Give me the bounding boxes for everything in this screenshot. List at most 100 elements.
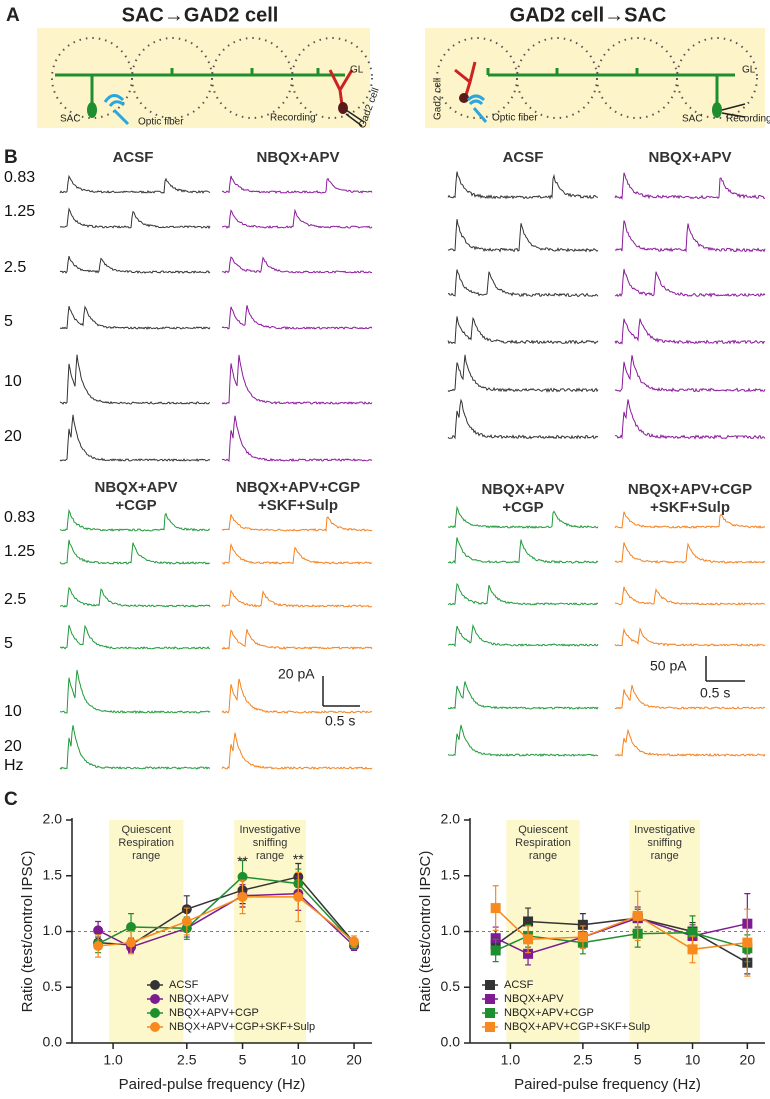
y-tick-label: 1.5 bbox=[43, 866, 63, 882]
condition-label: NBQX+APV bbox=[649, 149, 732, 166]
trace bbox=[221, 354, 373, 405]
data-point bbox=[632, 910, 643, 921]
legend-label: NBQX+APV+CGP+SKF+Sulp bbox=[169, 1021, 315, 1033]
trace bbox=[614, 268, 766, 298]
trace bbox=[614, 542, 766, 564]
x-tick-label: 1.0 bbox=[103, 1052, 123, 1068]
trace bbox=[614, 220, 766, 253]
annotation: ** bbox=[293, 851, 304, 867]
data-point bbox=[93, 925, 104, 936]
row-label: 20 bbox=[4, 738, 22, 755]
data-point bbox=[293, 891, 304, 902]
trace bbox=[447, 219, 599, 253]
legend-label: NBQX+APV+CGP bbox=[504, 1007, 594, 1019]
band-label: Respiration bbox=[515, 837, 571, 849]
data-point bbox=[742, 937, 753, 948]
row-label: 10 bbox=[4, 373, 22, 390]
trace bbox=[614, 172, 766, 200]
trace bbox=[614, 399, 766, 440]
legend-label: NBQX+APV+CGP+SKF+Sulp bbox=[504, 1021, 650, 1033]
trace bbox=[59, 174, 211, 194]
legend-marker bbox=[150, 994, 160, 1004]
data-point bbox=[490, 933, 501, 944]
band-label: Investigative bbox=[239, 824, 300, 836]
scale-bar bbox=[322, 656, 745, 707]
data-point bbox=[237, 891, 248, 902]
schematic-label: Gad2 cell bbox=[433, 78, 444, 120]
trace bbox=[447, 724, 599, 758]
data-point bbox=[577, 932, 588, 943]
x-axis-label: Paired-pulse frequency (Hz) bbox=[119, 1076, 306, 1093]
trace bbox=[221, 542, 373, 565]
data-point bbox=[523, 948, 534, 959]
row-label: 2.5 bbox=[4, 591, 26, 608]
y-tick-label: 1.5 bbox=[441, 866, 461, 882]
trace bbox=[221, 208, 373, 229]
panel-letter: B bbox=[4, 147, 18, 168]
row-label: 0.83 bbox=[4, 169, 35, 186]
band-label: range bbox=[132, 850, 160, 862]
row-label: 5 bbox=[4, 635, 13, 652]
trace bbox=[59, 508, 210, 532]
x-tick-label: 20 bbox=[740, 1052, 756, 1068]
panel-letter: A bbox=[6, 5, 20, 26]
traces: 0.83 1.25 2.5 5 10 20 0.83 1.25 2.5 5 10 20 Hz bbox=[4, 169, 766, 774]
y-tick-label: 0.0 bbox=[43, 1034, 63, 1050]
row-label: 20 bbox=[4, 428, 22, 445]
trace bbox=[59, 669, 211, 715]
row-label: Hz bbox=[4, 757, 24, 774]
condition-label: NBQX+APV bbox=[482, 481, 565, 498]
trace bbox=[59, 539, 211, 565]
row-label: 1.25 bbox=[4, 203, 35, 220]
data-point bbox=[490, 945, 501, 956]
band-label: Quiescent bbox=[518, 824, 568, 836]
legend-marker bbox=[485, 1008, 495, 1018]
row-label: 2.5 bbox=[4, 259, 26, 276]
x-tick-label: 20 bbox=[346, 1052, 362, 1068]
trace bbox=[221, 514, 373, 532]
y-tick-label: 1.0 bbox=[43, 922, 63, 938]
trace bbox=[447, 398, 599, 440]
trace bbox=[59, 207, 211, 230]
trace bbox=[221, 589, 373, 608]
data-point bbox=[181, 916, 192, 927]
series-line bbox=[97, 892, 355, 948]
trace bbox=[59, 725, 211, 770]
legend-marker bbox=[150, 1022, 160, 1032]
condition-label: NBQX+APV bbox=[257, 149, 340, 166]
schematic-label: Optic fiber bbox=[492, 113, 538, 124]
schematic-label: GL bbox=[350, 65, 364, 76]
schematic-label: SAC bbox=[682, 114, 703, 125]
data-point bbox=[126, 937, 137, 948]
trace bbox=[447, 316, 599, 345]
row-label: 10 bbox=[4, 703, 22, 720]
trace bbox=[447, 354, 599, 393]
trace bbox=[614, 355, 766, 393]
condition-label: NBQX+APV bbox=[95, 479, 178, 496]
y-tick-label: 0.5 bbox=[43, 978, 63, 994]
condition-label: NBQX+APV+CGP bbox=[628, 481, 752, 498]
legend-marker bbox=[485, 994, 495, 1004]
legend-marker bbox=[485, 1022, 495, 1032]
series-line bbox=[495, 917, 748, 955]
trace bbox=[59, 586, 211, 608]
legend-marker bbox=[150, 980, 160, 990]
condition-label: ACSF bbox=[503, 149, 544, 166]
trace bbox=[447, 171, 599, 200]
schematic: GL Gad2 cell Optic fiber SAC Recording bbox=[425, 28, 770, 128]
trace bbox=[447, 537, 599, 565]
trace bbox=[221, 305, 373, 330]
trace bbox=[614, 627, 766, 647]
trace bbox=[614, 728, 766, 757]
x-tick-label: 2.5 bbox=[177, 1052, 197, 1068]
row-label: 0.83 bbox=[4, 509, 35, 526]
series-line bbox=[495, 917, 748, 964]
trace bbox=[221, 175, 373, 194]
trace bbox=[447, 623, 599, 648]
trace bbox=[614, 684, 766, 710]
schematic-label: Recording bbox=[270, 113, 316, 124]
band-label: sniffing bbox=[253, 837, 288, 849]
band-label: Respiration bbox=[118, 837, 174, 849]
row-label: 1.25 bbox=[4, 543, 35, 560]
series-line bbox=[495, 931, 748, 952]
